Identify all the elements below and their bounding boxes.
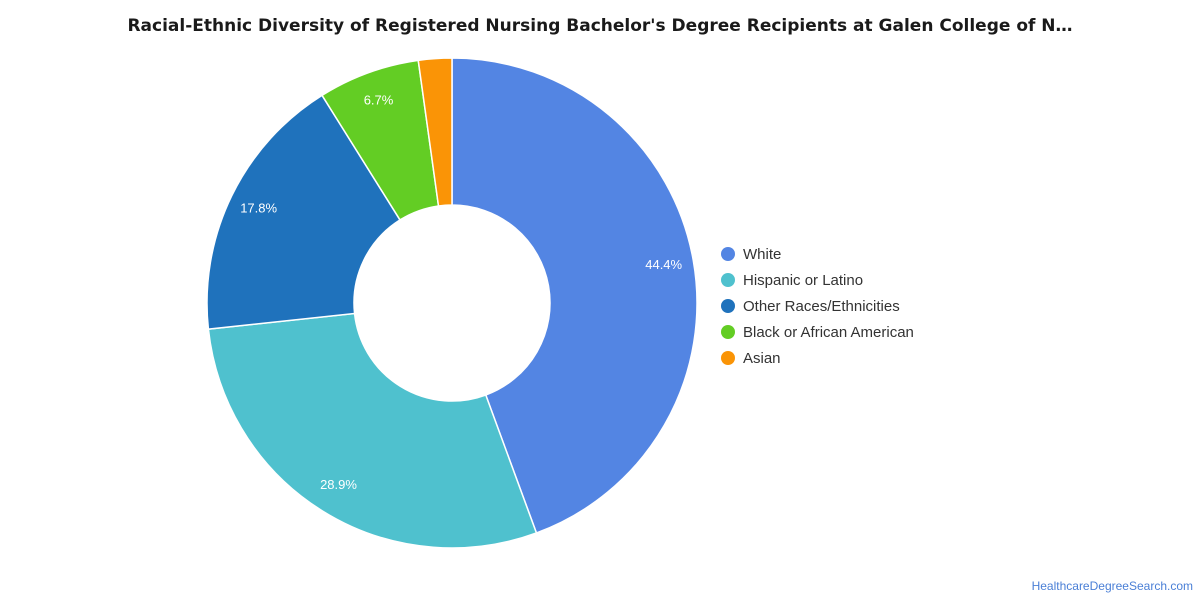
legend-item-asian[interactable]: Asian — [721, 345, 914, 371]
legend-label: Hispanic or Latino — [743, 271, 864, 289]
slices — [206, 57, 698, 549]
legend-label: Asian — [743, 349, 781, 367]
slice-hispanic-or-latino[interactable] — [207, 312, 538, 549]
legend-item-hispanic-or-latino[interactable]: Hispanic or Latino — [721, 267, 914, 293]
slice-asian[interactable] — [417, 57, 453, 207]
legend: White Hispanic or Latino Other Races/Eth… — [721, 241, 914, 371]
legend-item-other-races[interactable]: Other Races/Ethnicities — [721, 293, 914, 319]
legend-swatch — [721, 351, 735, 365]
legend-swatch — [721, 325, 735, 339]
source-credit[interactable]: HealthcareDegreeSearch.com — [1031, 579, 1193, 593]
slice-labels: 44.4% 28.9% 17.8% 6.7% — [240, 92, 682, 492]
legend-swatch — [721, 273, 735, 287]
legend-swatch — [721, 247, 735, 261]
slice-value-label: 44.4% — [645, 257, 682, 272]
legend-swatch — [721, 299, 735, 313]
legend-item-white[interactable]: White — [721, 241, 914, 267]
legend-item-black-or-african-american[interactable]: Black or African American — [721, 319, 914, 345]
slice-value-label: 6.7% — [364, 92, 394, 107]
slice-other-races-ethnicities[interactable] — [206, 94, 402, 330]
legend-label: White — [743, 245, 782, 263]
slice-value-label: 17.8% — [240, 200, 277, 215]
slice-value-label: 28.9% — [320, 477, 357, 492]
legend-label: Other Races/Ethnicities — [743, 297, 900, 315]
chart-title: Racial-Ethnic Diversity of Registered Nu… — [127, 16, 1073, 36]
legend-label: Black or African American — [743, 323, 914, 341]
slice-white[interactable] — [451, 57, 698, 534]
